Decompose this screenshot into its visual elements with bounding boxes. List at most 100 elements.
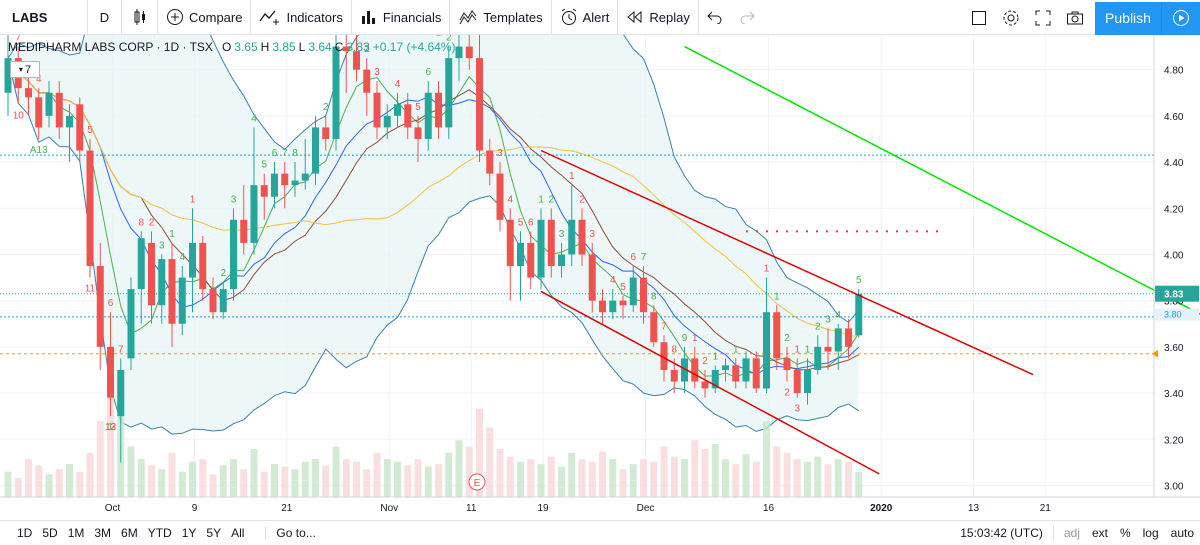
candle-body[interactable] [4,58,12,93]
candle-body[interactable] [404,104,412,128]
range-1m[interactable]: 1M [67,526,85,540]
play-button[interactable] [1161,1,1200,35]
candle-body[interactable] [742,358,750,382]
candle-body[interactable] [281,173,289,186]
candle-body[interactable] [486,150,494,174]
candle-body[interactable] [271,173,278,197]
candle-body[interactable] [455,46,463,59]
candle-body[interactable] [691,358,699,382]
candle-body[interactable] [506,219,514,266]
candle-body[interactable] [834,328,842,352]
candle-body[interactable] [855,293,863,336]
candle-body[interactable] [332,46,340,139]
candle-body[interactable] [353,51,360,70]
range-3m[interactable]: 3M [94,526,112,540]
candle-body[interactable] [763,312,770,389]
candle-body[interactable] [773,312,781,359]
candle-body[interactable] [845,328,852,347]
adj-toggle[interactable]: adj [1063,526,1080,540]
compare-button[interactable]: Compare [158,0,252,35]
candle-body[interactable] [240,219,248,243]
indicators-button[interactable]: Indicators [251,0,352,35]
candle-body[interactable] [722,365,729,370]
candle-body[interactable] [578,219,586,255]
snapshot-button[interactable] [1059,0,1091,35]
range-1d[interactable]: 1D [17,526,33,540]
candle-body[interactable] [804,369,811,394]
ext-toggle[interactable]: ext [1091,526,1108,540]
undo-button[interactable] [699,0,731,35]
candle-body[interactable] [558,254,565,266]
candle-body[interactable] [476,58,483,151]
candle-body[interactable] [86,150,94,267]
candle-body[interactable] [629,277,637,306]
candle-body[interactable] [291,180,299,186]
candle-body[interactable] [127,289,135,359]
symbol-search[interactable]: LABS [0,0,88,35]
financials-button[interactable]: Financials [352,0,451,35]
candle-body[interactable] [496,173,504,220]
candle-body[interactable] [178,277,186,324]
trend-line[interactable] [540,290,880,475]
range-1y[interactable]: 1Y [181,526,197,540]
range-5d[interactable]: 5D [42,526,58,540]
candle-body[interactable] [793,369,801,394]
candle-body[interactable] [609,300,617,313]
candle-body[interactable] [752,358,760,389]
candle-body[interactable] [445,58,453,128]
interval-selector[interactable]: D [88,0,122,35]
candle-body[interactable] [660,342,668,370]
candle-body[interactable] [619,300,627,306]
percent-toggle[interactable]: % [1119,526,1131,540]
candle-body[interactable] [650,312,658,343]
candle-body[interactable] [435,92,442,128]
candle-body[interactable] [137,238,145,290]
alert-button[interactable]: Alert [552,0,619,35]
candle-body[interactable] [588,254,596,301]
earnings-marker-icon[interactable] [468,473,486,491]
candle-body[interactable] [199,242,207,290]
candle-body[interactable] [681,358,688,382]
settings-button[interactable] [995,0,1027,35]
range-ytd[interactable]: YTD [147,526,172,540]
candle-body[interactable] [219,289,227,313]
candle-body[interactable] [824,346,832,352]
chart-area[interactable]: 7410511671213823411234567823123456232345… [0,35,1200,520]
candle-body[interactable] [35,97,43,128]
candle-body[interactable] [342,46,350,52]
candle-body[interactable] [783,358,791,370]
candle-body[interactable] [394,104,401,116]
candle-body[interactable] [640,277,647,313]
expand-button[interactable] [1027,0,1059,35]
range-6m[interactable]: 6M [121,526,138,540]
candle-body[interactable] [568,219,576,255]
candle-body[interactable] [414,127,422,139]
goto-button[interactable]: Go to... [265,526,316,540]
candle-body[interactable] [107,346,114,398]
log-toggle[interactable]: log [1142,526,1159,540]
candle-body[interactable] [670,369,678,382]
candle-body[interactable] [537,219,545,278]
candle-body[interactable] [517,242,524,266]
range-5y[interactable]: 5Y [206,526,222,540]
candle-body[interactable] [76,104,84,151]
fullscreen-button[interactable] [963,0,995,35]
candle-body[interactable] [373,92,381,128]
replay-button[interactable]: Replay [618,0,699,35]
candle-body[interactable] [96,266,104,347]
candle-body[interactable] [465,46,473,59]
candle-body[interactable] [301,173,309,181]
candle-body[interactable] [230,219,237,290]
candle-body[interactable] [66,115,73,128]
candle-body[interactable] [527,242,535,278]
candle-body[interactable] [711,369,719,389]
candle-body[interactable] [424,92,432,139]
trend-line[interactable] [540,149,1034,376]
candle-body[interactable] [45,92,53,116]
candle-body[interactable] [814,346,822,370]
candle-body[interactable] [260,185,268,197]
candle-body[interactable] [599,300,606,313]
candle-body[interactable] [168,259,176,324]
candle-body[interactable] [547,219,555,266]
candle-body[interactable] [363,69,371,93]
